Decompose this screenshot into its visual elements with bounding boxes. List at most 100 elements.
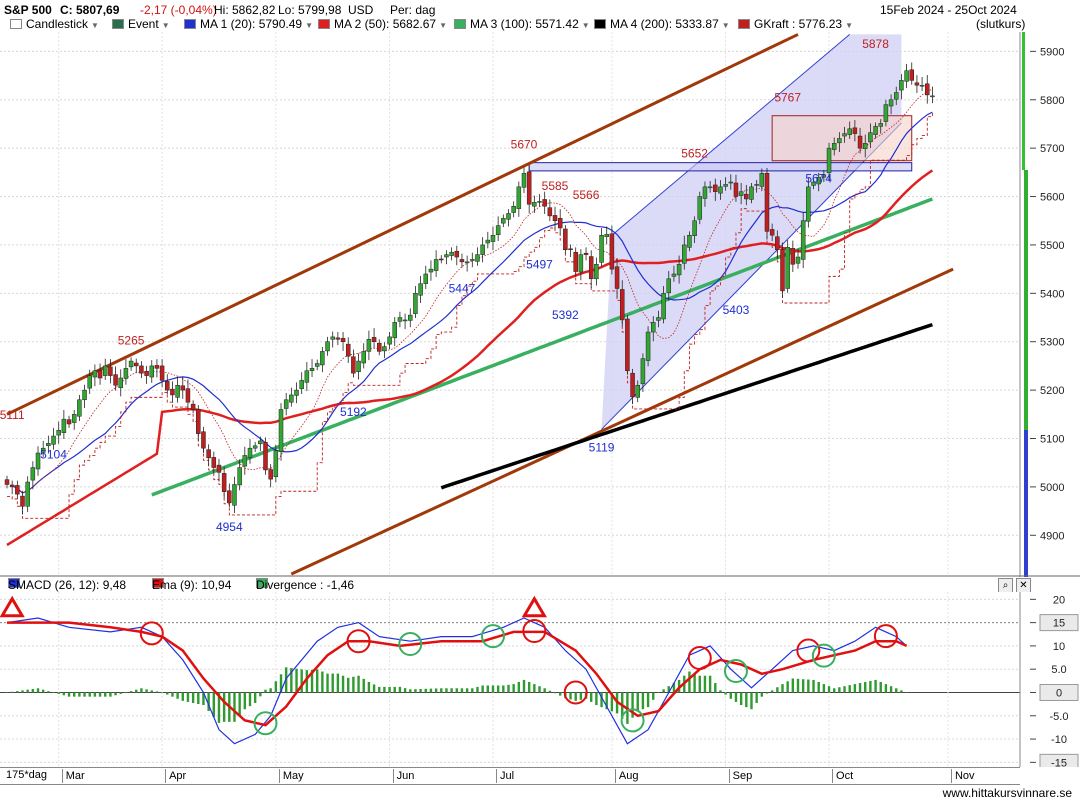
candle xyxy=(325,336,330,356)
signal-circle xyxy=(687,646,712,671)
divergence-bar xyxy=(388,686,391,693)
candle-body xyxy=(428,268,434,273)
divergence-bar xyxy=(150,690,153,693)
price-axis-tick-label: 5000 xyxy=(1040,482,1064,494)
ma2-swatch xyxy=(318,19,330,29)
candle xyxy=(134,358,139,374)
candle-body xyxy=(154,365,160,369)
month-label: May xyxy=(278,769,304,783)
candle-body xyxy=(563,228,568,251)
chevron-down-icon: ▼ xyxy=(161,21,170,30)
event-label: 5111 xyxy=(0,408,25,422)
candle-body xyxy=(780,249,785,292)
candle-body xyxy=(578,254,584,273)
divergence-bar xyxy=(305,670,309,693)
candle xyxy=(335,332,341,346)
divergence-bar xyxy=(786,681,789,693)
candle-body xyxy=(728,181,734,184)
candle-body xyxy=(216,464,222,473)
signal-circle xyxy=(253,711,278,736)
candle xyxy=(630,368,635,405)
divergence-bar xyxy=(631,692,634,718)
divergence-bar xyxy=(104,692,107,697)
candle-body xyxy=(769,229,775,236)
divergence-bar xyxy=(869,680,872,693)
candle xyxy=(661,286,666,324)
price-axis-tick-label: 5200 xyxy=(1040,385,1064,397)
candle-body xyxy=(630,372,635,398)
candle xyxy=(237,459,242,491)
candle-body xyxy=(811,181,816,186)
ema-label: Ema (9): 10,94 xyxy=(152,578,232,592)
candle-body xyxy=(754,184,759,186)
candle xyxy=(309,359,315,378)
divergence-bar xyxy=(445,688,448,693)
candle xyxy=(516,181,522,217)
candle xyxy=(154,359,160,378)
candle xyxy=(361,343,366,369)
close-panel-icon[interactable]: ✕ xyxy=(1016,578,1031,593)
divergence-bar xyxy=(553,692,557,694)
candle xyxy=(480,237,485,263)
divergence-bar xyxy=(295,668,298,693)
candle xyxy=(82,384,87,409)
signal-triangle xyxy=(0,595,25,618)
price-axis-tick-label: 5800 xyxy=(1040,95,1064,107)
candle-body xyxy=(764,173,770,232)
ma1-swatch xyxy=(184,19,196,29)
candle-body xyxy=(71,414,77,423)
divergence-bar xyxy=(347,677,350,693)
candle xyxy=(40,440,46,457)
toolbar-item-6[interactable]: GKraft : 5776.23 ▼ xyxy=(738,18,853,31)
toolbar-item-0[interactable]: Candlestick ▼ xyxy=(10,18,99,31)
trend-upper-line xyxy=(6,33,799,416)
candle xyxy=(728,174,734,190)
candle-body xyxy=(51,435,56,445)
divergence-bar xyxy=(78,692,81,697)
candle xyxy=(402,313,408,330)
zoom-icon[interactable]: ⌕ xyxy=(998,578,1013,593)
candle xyxy=(904,63,909,89)
divergence-bar xyxy=(372,684,376,693)
divergence-bar xyxy=(703,675,707,693)
divergence-bar xyxy=(419,688,422,693)
signal-circle xyxy=(723,659,748,684)
divergence-bar xyxy=(73,692,76,697)
chevron-down-icon: ▼ xyxy=(439,21,447,30)
candle xyxy=(919,77,925,92)
divergence-bar xyxy=(450,688,453,693)
candle xyxy=(914,75,920,93)
candle-body xyxy=(102,365,108,376)
toolbar-item-5[interactable]: MA 4 (200): 5333.87 ▼ xyxy=(594,18,730,31)
toolbar-item-1[interactable]: Event ▼ xyxy=(112,18,170,31)
candle-body xyxy=(433,259,439,271)
divergence-bar xyxy=(672,683,676,693)
month-axis-labels: Mar Apr May Jun Jul Aug Sep Oct Nov xyxy=(0,767,1020,785)
divergence-bar xyxy=(217,692,221,723)
divergence-bar xyxy=(88,692,91,697)
candle-body xyxy=(775,236,780,251)
divergence-bar xyxy=(745,692,748,708)
candle xyxy=(542,191,547,214)
candle-body xyxy=(320,351,325,366)
toolbar-item-4[interactable]: MA 3 (100): 5571.42 ▼ xyxy=(454,18,590,31)
candle-body xyxy=(526,171,532,205)
candle-body xyxy=(511,205,516,213)
price-axis-tick-label: 5300 xyxy=(1040,337,1064,349)
event-label: 4954 xyxy=(216,520,243,534)
toolbar-item-2[interactable]: MA 1 (20): 5790.49 ▼ xyxy=(184,18,313,31)
event-label: 5585 xyxy=(542,179,569,193)
candle xyxy=(713,178,718,201)
candle xyxy=(387,332,392,349)
candle xyxy=(831,137,837,156)
candle xyxy=(433,250,439,277)
candle-body xyxy=(20,495,25,507)
divergence-bar xyxy=(140,688,143,693)
divergence-bar xyxy=(507,684,510,693)
candle xyxy=(821,169,827,183)
candle xyxy=(196,405,201,441)
candle xyxy=(30,461,36,490)
toolbar-item-3[interactable]: MA 2 (50): 5682.67 ▼ xyxy=(318,18,447,31)
candle-body xyxy=(273,450,279,477)
candle-body xyxy=(723,184,728,187)
